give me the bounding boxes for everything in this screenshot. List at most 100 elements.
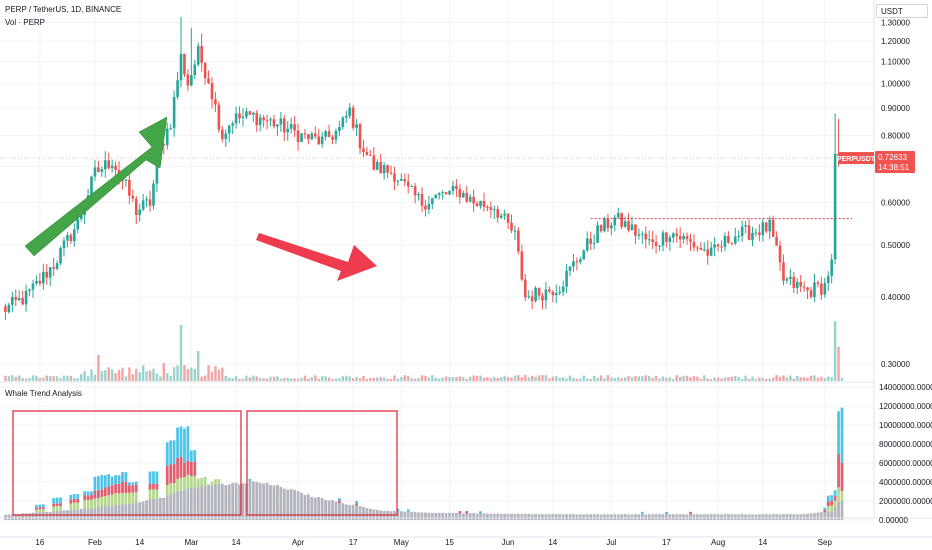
candle-body (572, 261, 575, 267)
whale-base-bar (723, 514, 727, 520)
candle-body (610, 225, 613, 229)
whale-green-bar (103, 496, 107, 507)
volume-bar (283, 377, 286, 381)
volume-bar (228, 377, 231, 381)
time-tick-label: Mar (184, 538, 198, 547)
candle-body (300, 133, 303, 142)
whale-base-bar (52, 511, 56, 520)
whale-red-bar (134, 484, 138, 492)
volume-bar (782, 375, 785, 381)
volume-bar (410, 378, 413, 381)
candle-body (28, 289, 31, 291)
whale-blue-bar (93, 476, 97, 491)
candle-body (327, 131, 331, 137)
volume-bar (255, 376, 258, 381)
whale-base-bar (193, 487, 197, 520)
whale-red-bar (97, 490, 100, 498)
whale-base-bar (48, 511, 52, 520)
whale-green-bar (41, 509, 45, 512)
candle-body (634, 224, 637, 236)
candle-body (286, 128, 290, 133)
volume-bar (413, 378, 417, 381)
volume-bar (775, 375, 778, 381)
candle-body (551, 291, 555, 296)
candle-body (568, 266, 572, 271)
whale-base-bar (417, 512, 420, 520)
candle-body (38, 280, 42, 284)
whale-base-bar (671, 514, 675, 520)
volume-bar (496, 377, 499, 381)
candle-body (66, 235, 69, 241)
candle-body (503, 213, 506, 216)
whale-blue-bar (72, 494, 76, 499)
candle-body (196, 45, 200, 65)
candle-body (637, 234, 641, 236)
candle-body (795, 281, 799, 289)
whale-blue-bar (248, 479, 252, 482)
time-tick-label: Apr (292, 538, 305, 547)
whale-trend-histogram (4, 407, 844, 520)
volume-bar (785, 377, 789, 381)
whale-red-bar (107, 486, 111, 496)
whale-red-bar (338, 500, 341, 503)
candle-body (534, 287, 537, 302)
candle-body (310, 133, 314, 140)
candle-body (510, 222, 513, 231)
whale-base-bar (685, 514, 689, 520)
whale-tick-label: 12000000.00000 (879, 402, 932, 411)
whale-blue-bar (83, 491, 86, 496)
candle-body (441, 192, 444, 194)
whale-base-bar (840, 500, 844, 520)
whale-base-bar (475, 513, 479, 520)
candle-body (654, 242, 658, 247)
whale-base-bar (351, 504, 355, 520)
whale-base-bar (517, 513, 520, 520)
whale-base-bar (568, 514, 572, 520)
whale-tick-label: 6000000.00000 (879, 459, 932, 468)
volume-bar (83, 371, 86, 381)
volume-bar (513, 375, 517, 381)
whale-base-bar (592, 514, 596, 520)
volume-bar (654, 376, 658, 381)
whale-red-bar (86, 495, 90, 500)
volume-bar (765, 378, 768, 381)
candle-body (830, 259, 833, 276)
candle-body (400, 178, 403, 181)
volume-bar (506, 377, 510, 381)
volume-bar (38, 377, 42, 381)
whale-base-bar (251, 481, 255, 520)
whale-base-bar (627, 514, 630, 520)
candle-body (678, 235, 682, 240)
whale-green-bar (152, 489, 155, 499)
candle-body (699, 247, 703, 250)
volume-bar (568, 375, 572, 381)
whale-base-bar (830, 511, 834, 520)
whale-base-bar (214, 483, 217, 520)
whale-base-bar (764, 514, 768, 520)
volume-bar (792, 378, 796, 381)
last-price-tag (875, 151, 915, 174)
whale-red-bar (165, 466, 169, 486)
volume-bar (468, 376, 472, 381)
volume-bar (18, 375, 21, 381)
volume-bar (840, 377, 844, 381)
currency-selector[interactable]: USDT (876, 4, 928, 18)
candle-body (744, 225, 747, 227)
volume-bar (179, 325, 183, 381)
volume-bar (555, 376, 558, 381)
volume-bar (820, 376, 823, 381)
volume-bar (675, 375, 678, 381)
candle-body (579, 259, 582, 262)
whale-red-bar (837, 454, 840, 488)
candle-body (372, 155, 376, 170)
volume-bar (627, 376, 630, 381)
whale-base-bar (362, 506, 365, 520)
whale-green-bar (169, 483, 173, 494)
whale-base-bar (551, 514, 555, 520)
volume-bar (517, 375, 520, 381)
candle-body (42, 271, 45, 284)
whale-base-bar (537, 514, 541, 520)
whale-red-bar (176, 457, 179, 479)
volume-bar (303, 375, 307, 381)
volume-bar (548, 378, 551, 381)
